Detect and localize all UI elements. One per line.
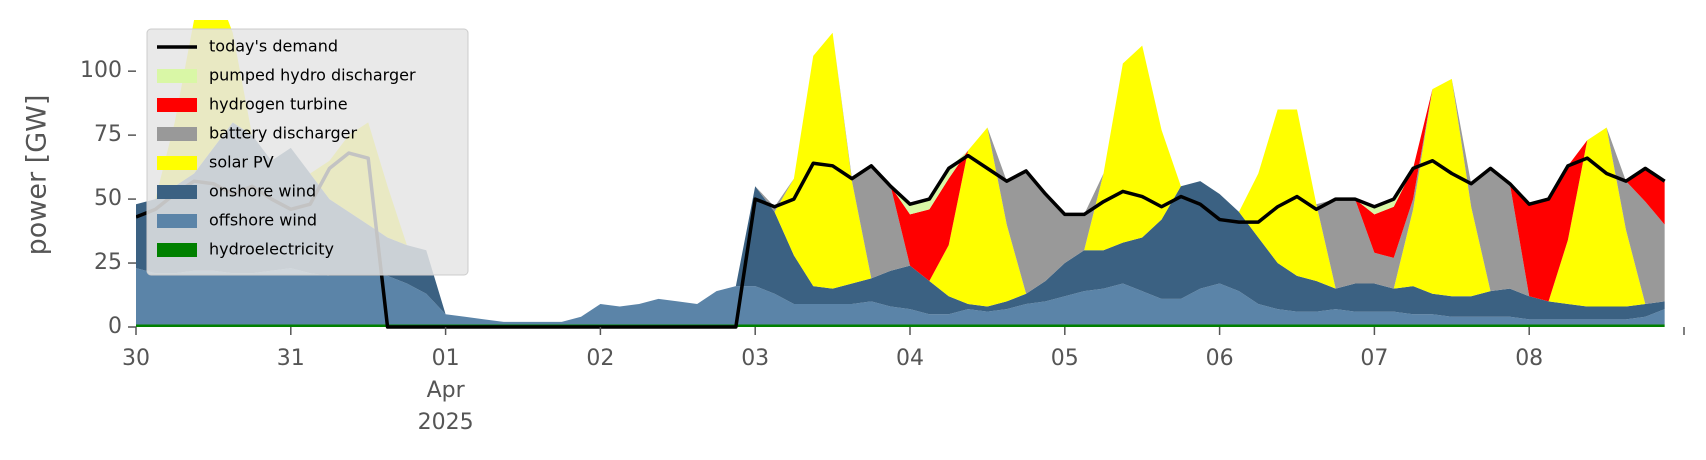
legend-swatch xyxy=(157,243,197,257)
x-tick-label: 04 xyxy=(896,346,924,371)
x-tick-label: 07 xyxy=(1360,346,1388,371)
legend: today's demand pumped hydro discharger hyd… xyxy=(146,28,469,276)
legend-swatch xyxy=(157,156,197,170)
area xyxy=(136,268,1665,325)
y-tick-label: 50 xyxy=(94,186,122,211)
y-tick-label: 100 xyxy=(80,58,122,83)
x-tick-label: 03 xyxy=(741,346,769,371)
y-tick-label: 25 xyxy=(94,250,122,275)
legend-label: onshore wind xyxy=(209,182,316,201)
area xyxy=(136,20,1665,322)
legend-label: battery discharger xyxy=(209,124,357,143)
area xyxy=(136,122,1665,322)
legend-box xyxy=(146,28,469,276)
legend-swatch xyxy=(157,185,197,199)
x-tick-label: 30 xyxy=(122,346,150,371)
legend-label: solar PV xyxy=(209,153,274,172)
legend-label: today's demand xyxy=(209,37,338,56)
x-tick-label: 06 xyxy=(1206,346,1234,371)
legend-label: pumped hydro discharger xyxy=(209,66,416,85)
legend-swatch xyxy=(157,98,197,112)
area xyxy=(136,324,1665,327)
axes: 0 25 50 75 100 30 31 01 Apr 2025 02 03 04 05 06 07 08 xyxy=(80,58,1685,435)
legend-label: hydrogen turbine xyxy=(209,95,348,114)
x-tick-label: 02 xyxy=(586,346,614,371)
x-tick-label: 05 xyxy=(1051,346,1079,371)
area xyxy=(136,20,1665,322)
line xyxy=(136,151,1666,329)
legend-swatch xyxy=(157,127,197,141)
legend-swatch xyxy=(157,69,197,83)
x-tick-label: 01 Apr 2025 xyxy=(418,346,474,435)
plot-area xyxy=(136,20,1666,329)
y-axis-label: power [GW] xyxy=(22,95,53,256)
legend-label: offshore wind xyxy=(209,211,317,230)
x-tick-label: 08 xyxy=(1515,346,1543,371)
x-tick-label: 31 xyxy=(277,346,305,371)
legend-label: hydroelectricity xyxy=(209,240,334,259)
y-tick-label: 0 xyxy=(108,314,122,339)
y-tick-label: 75 xyxy=(94,122,122,147)
legend-swatch xyxy=(157,214,197,228)
